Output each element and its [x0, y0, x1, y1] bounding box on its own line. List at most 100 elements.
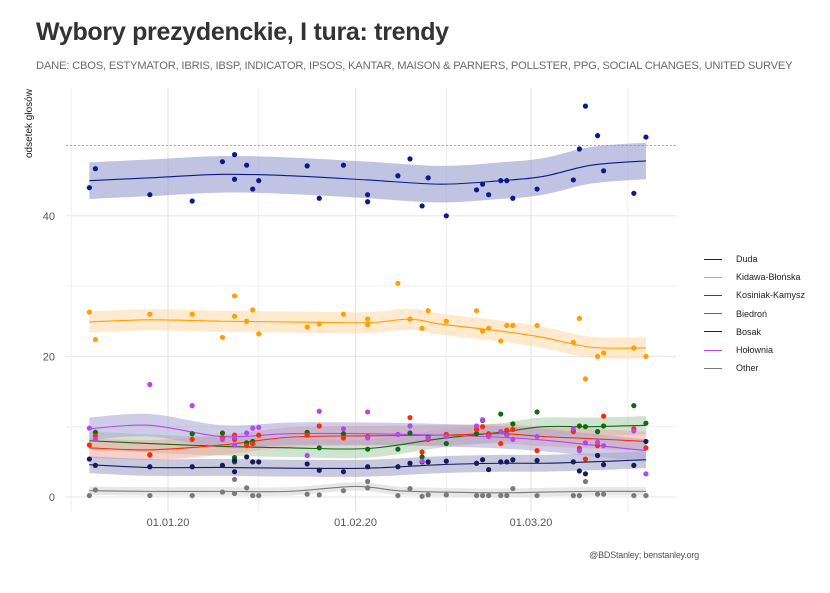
band-bosak — [89, 451, 646, 477]
point-kidawa-b-o-ska — [219, 334, 226, 341]
point-ho-ownia — [231, 442, 238, 448]
point-duda — [250, 186, 256, 192]
point-biedro- — [601, 413, 607, 419]
point-duda — [231, 152, 238, 158]
point-kosiniak-kamysz — [643, 420, 649, 426]
legend-swatch-bosak — [704, 331, 722, 333]
x-tick-label: 01.03.20 — [510, 517, 553, 529]
point-duda — [419, 203, 425, 209]
point-ho-ownia — [570, 426, 576, 432]
point-biedro- — [419, 449, 425, 455]
point-duda — [92, 166, 98, 172]
point-bosak — [395, 464, 401, 470]
legend-swatch-duda — [704, 258, 722, 260]
point-bosak — [244, 454, 250, 460]
point-other — [498, 492, 504, 499]
legend-swatch-other — [704, 367, 722, 369]
point-kosiniak-kamysz — [473, 431, 480, 437]
point-ho-ownia — [594, 439, 601, 445]
point-biedro- — [582, 456, 589, 462]
point-ho-ownia — [582, 440, 589, 446]
point-bosak — [443, 458, 449, 464]
legend-item-kidawa-b-o-ska: Kidawa-Błońska — [704, 268, 805, 286]
band-kidawa-b-o-ska — [89, 308, 646, 359]
point-biedro- — [498, 440, 504, 447]
point-other — [443, 492, 449, 498]
point-duda — [189, 198, 195, 204]
point-ho-ownia — [504, 432, 510, 438]
point-kosiniak-kamysz — [419, 454, 425, 460]
point-bosak — [473, 460, 480, 466]
point-duda — [316, 195, 322, 201]
point-bosak — [594, 452, 601, 459]
point-duda — [219, 159, 226, 165]
x-tick-label: 01.02.20 — [334, 517, 377, 529]
point-kidawa-b-o-ska — [570, 339, 576, 345]
trend-line-biedro- — [89, 433, 646, 451]
point-other — [86, 492, 92, 499]
point-duda — [443, 213, 449, 219]
point-ho-ownia — [395, 431, 401, 438]
point-kidawa-b-o-ska — [407, 316, 413, 322]
point-duda — [147, 192, 153, 198]
point-duda — [407, 156, 413, 162]
point-biedro- — [189, 436, 195, 442]
point-ho-ownia — [219, 436, 226, 442]
point-bosak — [316, 467, 322, 473]
point-bosak — [340, 469, 347, 475]
point-ho-ownia — [316, 408, 322, 414]
legend-item-other: Other — [704, 359, 805, 377]
point-kosiniak-kamysz — [219, 430, 226, 436]
point-ho-ownia — [256, 424, 262, 431]
point-kidawa-b-o-ska — [443, 318, 449, 324]
point-other — [316, 492, 322, 498]
point-kidawa-b-o-ska — [86, 309, 92, 315]
point-ho-ownia — [601, 443, 607, 449]
point-bosak — [486, 466, 492, 473]
point-other — [425, 492, 431, 498]
point-other — [189, 492, 195, 499]
point-other — [92, 487, 98, 493]
point-ho-ownia — [498, 429, 504, 435]
point-other — [304, 491, 310, 497]
point-kidawa-b-o-ska — [395, 280, 401, 286]
point-kidawa-b-o-ska — [486, 325, 492, 331]
point-kosiniak-kamysz — [395, 446, 401, 452]
x-axis-ticks: 01.01.20 01.02.20 01.03.20 — [147, 517, 553, 529]
point-kosiniak-kamysz — [601, 423, 607, 429]
point-biedro- — [643, 445, 649, 451]
point-bosak — [92, 462, 98, 468]
point-duda — [601, 168, 607, 174]
band-duda — [89, 142, 646, 203]
point-duda — [570, 177, 576, 183]
point-other — [219, 489, 226, 495]
point-ho-ownia — [473, 423, 480, 429]
point-duda — [86, 185, 92, 191]
point-other — [147, 492, 153, 499]
legend-label: Other — [736, 363, 759, 374]
point-kidawa-b-o-ska — [256, 331, 262, 337]
point-kosiniak-kamysz — [534, 409, 540, 415]
point-duda — [504, 178, 510, 184]
point-ho-ownia — [250, 425, 256, 431]
y-tick-label: 20 — [43, 351, 55, 363]
point-biedro- — [407, 414, 413, 421]
point-other — [365, 485, 371, 491]
point-other — [510, 485, 516, 492]
point-bosak — [534, 457, 540, 464]
point-duda — [498, 178, 504, 184]
point-ho-ownia — [92, 436, 98, 442]
point-bosak — [498, 459, 504, 465]
point-kidawa-b-o-ska — [147, 311, 153, 317]
legend-swatch-kosiniak-kamysz — [704, 294, 722, 296]
point-other — [231, 490, 238, 497]
point-bosak — [582, 471, 589, 477]
point-ho-ownia — [486, 433, 492, 440]
data-points — [86, 103, 649, 499]
chart-title: Wybory prezydenckie, I tura: trendy — [36, 18, 449, 46]
point-kidawa-b-o-ska — [480, 328, 486, 334]
point-kidawa-b-o-ska — [601, 350, 607, 356]
y-tick-label: 40 — [43, 211, 55, 223]
point-ho-ownia — [510, 436, 516, 442]
point-bosak — [219, 462, 226, 468]
